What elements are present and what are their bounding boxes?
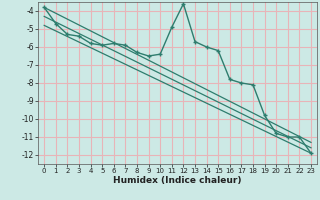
X-axis label: Humidex (Indice chaleur): Humidex (Indice chaleur) (113, 176, 242, 185)
